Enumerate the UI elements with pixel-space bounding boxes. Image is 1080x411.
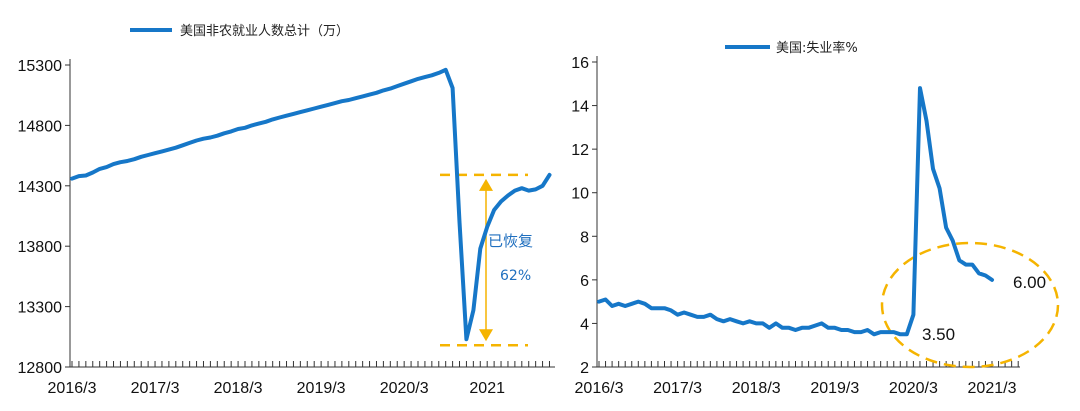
recovered-percent: 62% — [500, 268, 531, 284]
left-ytick-label: 12800 — [18, 360, 63, 377]
left-xtick-label: 2018/3 — [214, 380, 263, 397]
left-xtick-label: 2021 — [469, 380, 505, 397]
left-ytick-label: 14300 — [18, 179, 63, 196]
right-xtick-label: 2016/3 — [575, 380, 624, 397]
right-ytick-label: 4 — [580, 316, 589, 333]
right-ytick-label: 10 — [571, 186, 589, 203]
low-value-label: 3.50 — [922, 325, 955, 344]
right-xtick-label: 2021/3 — [968, 380, 1017, 397]
right-xtick-label: 2017/3 — [653, 380, 702, 397]
left-xtick-label: 2019/3 — [297, 380, 346, 397]
end-value-label: 6.00 — [1013, 273, 1046, 292]
payrolls-legend-label: 美国非农就业人数总计（万） — [180, 24, 349, 39]
left-ytick-label: 13300 — [18, 300, 63, 317]
right-ytick-label: 16 — [571, 55, 589, 72]
right-ytick-label: 2 — [580, 360, 589, 377]
left-xtick-label: 2020/3 — [380, 380, 429, 397]
right-xtick-label: 2018/3 — [732, 380, 781, 397]
recovered-label: 已恢复 — [488, 232, 533, 250]
payrolls-chart: 美国非农就业人数总计（万） 15300 14800 14300 13800 13300 1… — [18, 24, 555, 397]
right-xtick-label: 2020/3 — [889, 380, 938, 397]
right-ytick-label: 8 — [580, 229, 589, 246]
highlight-ellipse — [880, 241, 1060, 369]
left-xtick-label: 2017/3 — [131, 380, 180, 397]
unemployment-legend-label: 美国:失业率% — [776, 40, 858, 56]
right-xtick-label: 2019/3 — [810, 380, 859, 397]
right-ytick-label: 12 — [571, 142, 589, 159]
unemployment-series-line — [597, 86, 994, 337]
left-ytick-label: 13800 — [18, 239, 63, 256]
recovery-arrow-down-head — [479, 329, 493, 342]
recovery-arrow-up-head — [479, 178, 493, 191]
right-ytick-label: 6 — [580, 273, 589, 290]
right-ytick-label: 14 — [571, 99, 589, 116]
left-ytick-label: 14800 — [18, 118, 63, 135]
unemployment-chart: 美国:失业率% 16 14 12 10 8 6 4 2 2016/3 2017/3 2018/3 2… — [571, 40, 1060, 397]
left-xtick-label: 2016/3 — [48, 380, 97, 397]
left-ytick-label: 15300 — [18, 58, 63, 75]
payrolls-series-line — [70, 67, 552, 342]
